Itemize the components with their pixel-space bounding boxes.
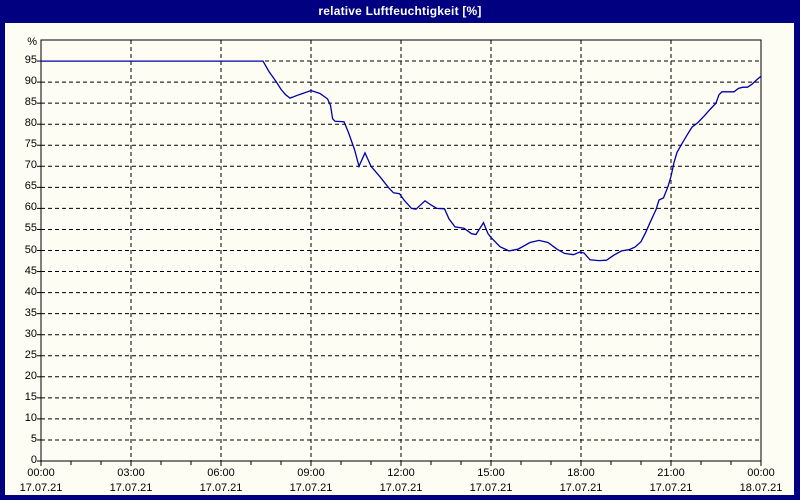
humidity-series-line [41,60,762,262]
y-axis-label: 25 [24,348,37,361]
plot-border [40,39,762,462]
y-axis-label: 0 [30,454,37,466]
x-axis-date-label: 17.07.21 [19,482,63,494]
y-axis-label: 60 [24,201,37,214]
y-axis-label: 50 [24,243,37,256]
chart-area: % 0 5 10 15 20 25 30 35 40 45 50 55 60 65 70 75 80 85 90 95 0… [5,23,794,495]
y-axis-label: 55 [24,222,37,235]
y-axis-label: 65 [24,180,37,193]
x-axis-time-label: 06:00 [207,467,235,479]
x-axis-time-label: 21:00 [657,467,685,479]
x-axis-date-label: 17.07.21 [289,482,333,494]
y-axis-label: 35 [24,306,37,319]
x-axis-time-label: 00:00 [747,467,775,479]
x-axis-date-label: 17.07.21 [199,482,243,494]
x-axis-date-label: 17.07.21 [649,482,693,494]
x-axis-time-label: 15:00 [477,467,505,479]
y-axis-label: 85 [24,96,37,109]
y-axis-unit-label: % [27,36,37,48]
x-axis-time-label: 00:00 [27,467,55,479]
x-axis-date-label: 17.07.21 [469,482,513,494]
y-axis-label: 45 [24,264,37,277]
y-axis-label: 75 [24,138,37,151]
y-axis-label: 90 [24,75,37,88]
y-axis-label: 15 [24,390,37,403]
humidity-line-chart [37,39,762,466]
x-axis-date-label: 17.07.21 [109,482,153,494]
x-axis-date-label: 18.07.21 [739,482,783,494]
y-axis-label: 5 [30,432,37,445]
y-axis-label: 70 [24,159,37,172]
y-axis-label: 30 [24,327,37,340]
y-axis-label: 40 [24,285,37,298]
x-axis-date-label: 17.07.21 [379,482,423,494]
y-axis-label: 20 [24,369,37,382]
y-axis-label: 95 [24,54,37,67]
window-titlebar: relative Luftfeuchtigkeit [%] [0,0,800,23]
x-axis-time-label: 03:00 [117,467,145,479]
x-axis-time-label: 12:00 [387,467,415,479]
x-axis-date-label: 17.07.21 [559,482,603,494]
x-axis-time-label: 09:00 [297,467,325,479]
window-title: relative Luftfeuchtigkeit [%] [318,4,482,18]
y-axis-label: 80 [24,117,37,130]
x-axis-time-label: 18:00 [567,467,595,479]
y-axis-label: 10 [24,411,37,424]
